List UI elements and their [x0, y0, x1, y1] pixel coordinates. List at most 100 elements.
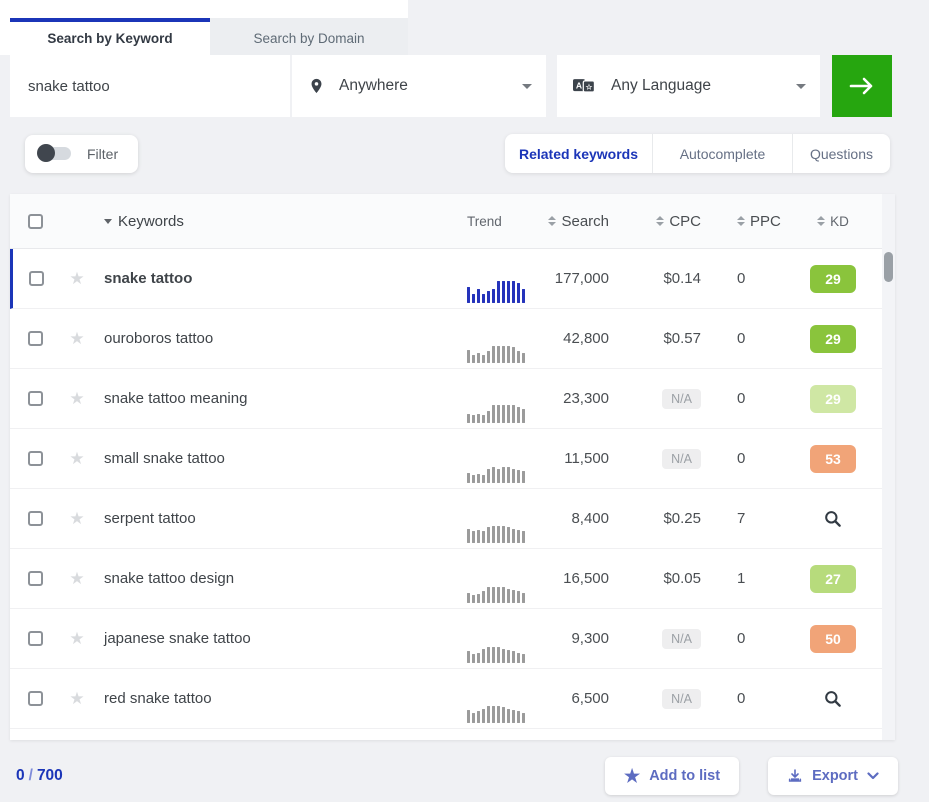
keyword-text: red snake tattoo [104, 690, 212, 707]
keyword-text: serpent tattoo [104, 510, 196, 527]
toolbar-row: Filter Related keywords Autocomplete Que… [0, 134, 929, 173]
trend-sparkline [467, 697, 525, 723]
sort-icon [817, 216, 825, 226]
row-checkbox[interactable] [28, 451, 43, 466]
tab-search-by-domain[interactable]: Search by Domain [210, 18, 408, 55]
location-pin-icon [308, 76, 325, 96]
keyword-search-input[interactable] [10, 55, 290, 117]
tab-search-by-domain-label: Search by Domain [253, 31, 364, 46]
favorite-star-icon[interactable]: ★ [69, 330, 84, 347]
ppc-value: 0 [737, 450, 745, 467]
location-select[interactable]: Anywhere [292, 55, 546, 117]
toggle-knob [37, 144, 55, 162]
cpc-value: N/A [662, 449, 701, 469]
table-row[interactable]: ★ serpent tattoo 8,400 $0.25 7 [10, 489, 895, 549]
kd-badge[interactable]: 53 [810, 445, 856, 473]
row-checkbox[interactable] [28, 571, 43, 586]
kd-badge[interactable]: 29 [810, 265, 856, 293]
tab-related-keywords[interactable]: Related keywords [505, 134, 653, 173]
keyword-text: japanese snake tattoo [104, 630, 251, 647]
sort-icon [656, 216, 664, 226]
keywords-table: Keywords Trend Search CPC PPC KD ★ snake… [10, 194, 895, 740]
favorite-star-icon[interactable]: ★ [69, 510, 84, 527]
sort-icon [548, 216, 556, 226]
ppc-value: 1 [737, 570, 745, 587]
sort-icon [737, 216, 745, 226]
cpc-value: $0.14 [663, 270, 701, 287]
cpc-value: N/A [662, 389, 701, 409]
kd-badge[interactable]: 50 [810, 625, 856, 653]
ppc-value: 0 [737, 270, 745, 287]
search-submit-button[interactable] [832, 55, 892, 117]
tab-autocomplete[interactable]: Autocomplete [653, 134, 793, 173]
table-row[interactable]: ★ snake tattoo 177,000 $0.14 0 29 [10, 249, 895, 309]
tab-search-by-keyword-label: Search by Keyword [47, 31, 172, 46]
kd-search-icon[interactable] [823, 509, 843, 529]
column-header-ppc[interactable]: PPC [707, 213, 785, 230]
column-header-search[interactable]: Search [527, 213, 615, 230]
row-checkbox[interactable] [29, 271, 44, 286]
ppc-value: 0 [737, 690, 745, 707]
row-checkbox[interactable] [28, 691, 43, 706]
column-header-kd[interactable]: KD [785, 214, 881, 229]
search-volume-value: 6,500 [571, 690, 609, 707]
column-header-trend: Trend [457, 214, 527, 229]
column-header-keywords[interactable]: Keywords [94, 213, 457, 230]
row-checkbox[interactable] [28, 631, 43, 646]
export-button[interactable]: Export [768, 757, 898, 795]
kd-badge[interactable]: 29 [810, 325, 856, 353]
favorite-star-icon[interactable]: ★ [69, 570, 84, 587]
location-select-value: Anywhere [339, 77, 408, 95]
trend-sparkline [467, 637, 525, 663]
trend-sparkline [467, 277, 525, 303]
favorite-star-icon[interactable]: ★ [69, 390, 84, 407]
table-row[interactable]: ★ snake tattoo meaning 23,300 N/A 0 29 [10, 369, 895, 429]
table-row[interactable]: ★ ouroboros tattoo 42,800 $0.57 0 29 [10, 309, 895, 369]
row-checkbox[interactable] [28, 391, 43, 406]
favorite-star-icon[interactable]: ★ [69, 690, 84, 707]
trend-sparkline [467, 337, 525, 363]
kd-search-icon[interactable] [823, 689, 843, 709]
translate-icon: A ☆ [573, 77, 597, 95]
table-body: ★ snake tattoo 177,000 $0.14 0 29 ★ ouro… [10, 249, 895, 729]
tab-questions[interactable]: Questions [793, 134, 890, 173]
table-row[interactable]: ★ japanese snake tattoo 9,300 N/A 0 50 [10, 609, 895, 669]
kd-badge[interactable]: 29 [810, 385, 856, 413]
ppc-value: 7 [737, 510, 745, 527]
filter-toggle[interactable]: Filter [25, 135, 138, 173]
cpc-value: $0.25 [663, 510, 701, 527]
star-icon: ★ [624, 767, 640, 785]
tab-search-by-keyword[interactable]: Search by Keyword [10, 18, 210, 55]
ppc-value: 0 [737, 630, 745, 647]
favorite-star-icon[interactable]: ★ [69, 630, 84, 647]
keyword-text: snake tattoo design [104, 570, 234, 587]
table-row[interactable]: ★ snake tattoo design 16,500 $0.05 1 27 [10, 549, 895, 609]
selection-count: 0/700 [16, 767, 63, 785]
language-select[interactable]: A ☆ Any Language [557, 55, 820, 117]
favorite-star-icon[interactable]: ★ [69, 450, 84, 467]
search-volume-value: 16,500 [563, 570, 609, 587]
select-all-checkbox[interactable] [28, 214, 43, 229]
download-icon [787, 768, 803, 784]
search-volume-value: 42,800 [563, 330, 609, 347]
favorite-star-icon[interactable]: ★ [69, 270, 84, 287]
ppc-value: 0 [737, 330, 745, 347]
kd-badge[interactable]: 27 [810, 565, 856, 593]
add-to-list-button[interactable]: ★ Add to list [605, 757, 739, 795]
row-checkbox[interactable] [28, 331, 43, 346]
chevron-down-icon [522, 84, 532, 89]
ppc-value: 0 [737, 390, 745, 407]
scrollbar-thumb[interactable] [884, 252, 893, 282]
search-volume-value: 9,300 [571, 630, 609, 647]
scrollbar-track[interactable] [882, 194, 895, 740]
row-checkbox[interactable] [28, 511, 43, 526]
table-header: Keywords Trend Search CPC PPC KD [10, 194, 895, 249]
table-row[interactable]: ★ small snake tattoo 11,500 N/A 0 53 [10, 429, 895, 489]
table-row[interactable]: ★ red snake tattoo 6,500 N/A 0 [10, 669, 895, 729]
filter-toggle-switch[interactable] [39, 147, 71, 160]
cpc-value: N/A [662, 629, 701, 649]
trend-sparkline [467, 457, 525, 483]
trend-sparkline [467, 397, 525, 423]
column-header-cpc[interactable]: CPC [615, 213, 707, 230]
arrow-right-icon [849, 76, 875, 96]
